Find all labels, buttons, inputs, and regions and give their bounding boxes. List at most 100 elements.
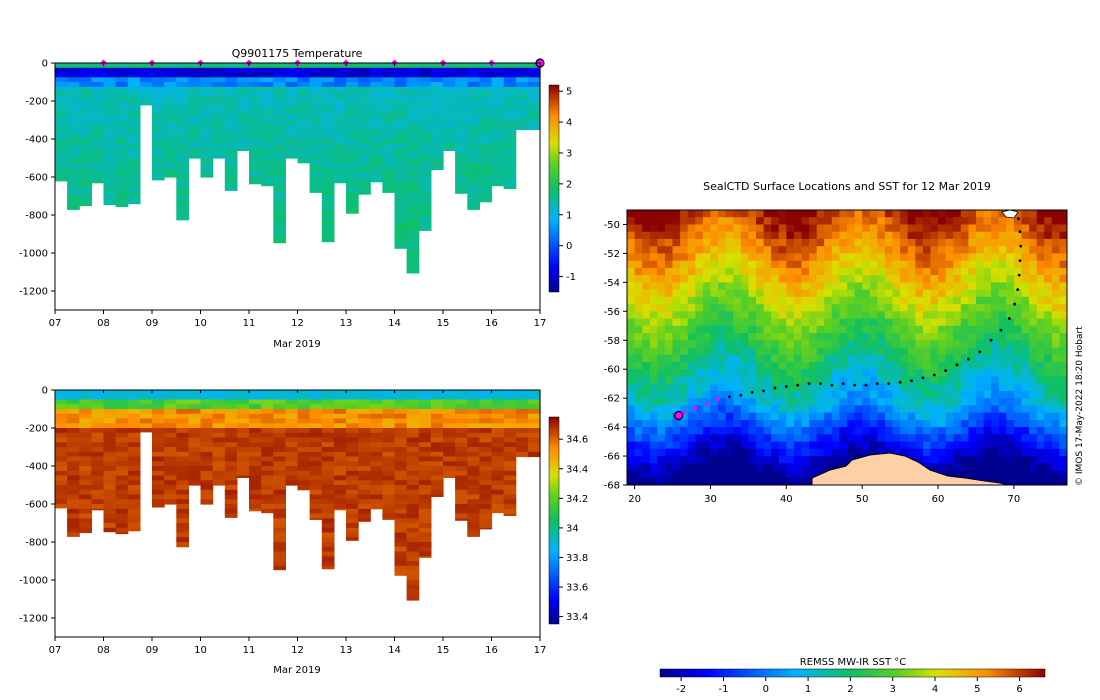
data-cell	[479, 470, 493, 477]
sst-cell	[801, 434, 810, 443]
sst-cell	[922, 333, 932, 341]
data-cell	[321, 518, 335, 524]
data-cell	[273, 499, 286, 505]
data-cell	[406, 394, 420, 401]
sst-cell	[938, 419, 947, 428]
data-cell	[91, 508, 105, 511]
sst-cell	[839, 333, 848, 341]
sst-cell	[976, 354, 985, 363]
sst-cell	[839, 434, 848, 443]
sst-cell	[968, 231, 977, 240]
data-cell	[297, 394, 311, 401]
data-cell	[212, 63, 226, 69]
data-cell	[55, 129, 68, 135]
sst-cell	[1036, 362, 1045, 370]
data-cell	[285, 96, 299, 102]
data-cell	[430, 470, 444, 477]
sst-cell	[816, 463, 825, 472]
data-cell	[285, 115, 299, 121]
data-cell	[91, 72, 105, 78]
sst-cell	[816, 275, 825, 283]
sst-cell	[642, 412, 651, 421]
data-cell	[333, 423, 347, 429]
sst-cell	[922, 347, 932, 356]
data-cell	[309, 105, 323, 112]
sst-cell	[725, 289, 734, 298]
data-cell	[224, 456, 238, 462]
data-cell	[55, 489, 68, 496]
sst-cell	[1013, 217, 1023, 225]
sst-cell	[771, 253, 780, 262]
sst-cell	[642, 369, 651, 377]
data-cell	[321, 82, 335, 88]
sst-colorbar-tick-label: 1	[805, 684, 811, 695]
data-cell	[200, 101, 214, 107]
data-cell	[321, 404, 335, 410]
data-cell	[261, 105, 274, 112]
sst-cell	[930, 296, 939, 305]
data-cell	[285, 423, 299, 429]
sst-cell	[953, 376, 962, 385]
data-cell	[261, 466, 274, 472]
sst-cell	[1051, 477, 1060, 485]
data-cell	[346, 513, 359, 519]
sst-cell	[976, 238, 985, 247]
data-cell	[321, 238, 335, 243]
sst-cell	[687, 217, 696, 225]
data-cell	[394, 404, 408, 410]
sst-cell	[642, 398, 651, 406]
data-cell	[321, 234, 335, 240]
sst-cell	[1013, 296, 1023, 305]
sst-cell	[998, 267, 1007, 276]
sst-cell	[710, 477, 719, 485]
sst-cell	[991, 419, 1000, 428]
data-cell	[491, 143, 505, 150]
sst-cell	[922, 456, 932, 464]
data-cell	[515, 77, 529, 83]
data-cell	[249, 456, 262, 462]
sst-cell	[960, 405, 969, 414]
data-cell	[55, 466, 68, 472]
sst-cell	[710, 347, 719, 356]
data-cell	[370, 77, 383, 83]
data-cell	[333, 461, 347, 467]
sst-cell	[771, 325, 780, 334]
sst-cell	[816, 217, 825, 225]
data-cell	[503, 432, 517, 439]
track-point	[1019, 244, 1023, 248]
sst-cell	[892, 354, 901, 363]
sst-cell	[1013, 340, 1023, 349]
sst-cell	[854, 210, 863, 218]
track-point	[728, 395, 731, 399]
data-cell	[188, 404, 202, 410]
data-cell	[200, 432, 214, 439]
sst-cell	[824, 282, 833, 291]
data-cell	[249, 428, 262, 434]
sst-cell	[627, 210, 636, 218]
data-cell	[382, 456, 396, 462]
data-cell	[503, 177, 517, 183]
data-cell	[358, 167, 371, 173]
sst-cell	[627, 405, 636, 414]
data-cell	[285, 139, 299, 145]
data-cell	[503, 390, 517, 396]
data-cell	[55, 67, 68, 74]
data-cell	[152, 82, 165, 88]
sst-cell	[748, 470, 757, 479]
sst-cell	[664, 311, 674, 320]
y-tick-label: -200	[25, 424, 48, 435]
sst-cell	[809, 260, 818, 269]
x-tick-label: 08	[97, 645, 110, 656]
data-cell	[224, 158, 238, 164]
sst-cell	[634, 434, 643, 443]
data-cell	[176, 456, 189, 462]
sst-cell	[983, 289, 992, 298]
data-cell	[212, 442, 226, 448]
sst-cell	[695, 231, 704, 240]
sst-cell	[869, 398, 878, 406]
data-cell	[261, 432, 274, 439]
sst-cell	[991, 398, 1000, 406]
sst-cell	[976, 369, 985, 377]
sst-cell	[649, 362, 658, 370]
sst-cell	[1044, 347, 1053, 356]
